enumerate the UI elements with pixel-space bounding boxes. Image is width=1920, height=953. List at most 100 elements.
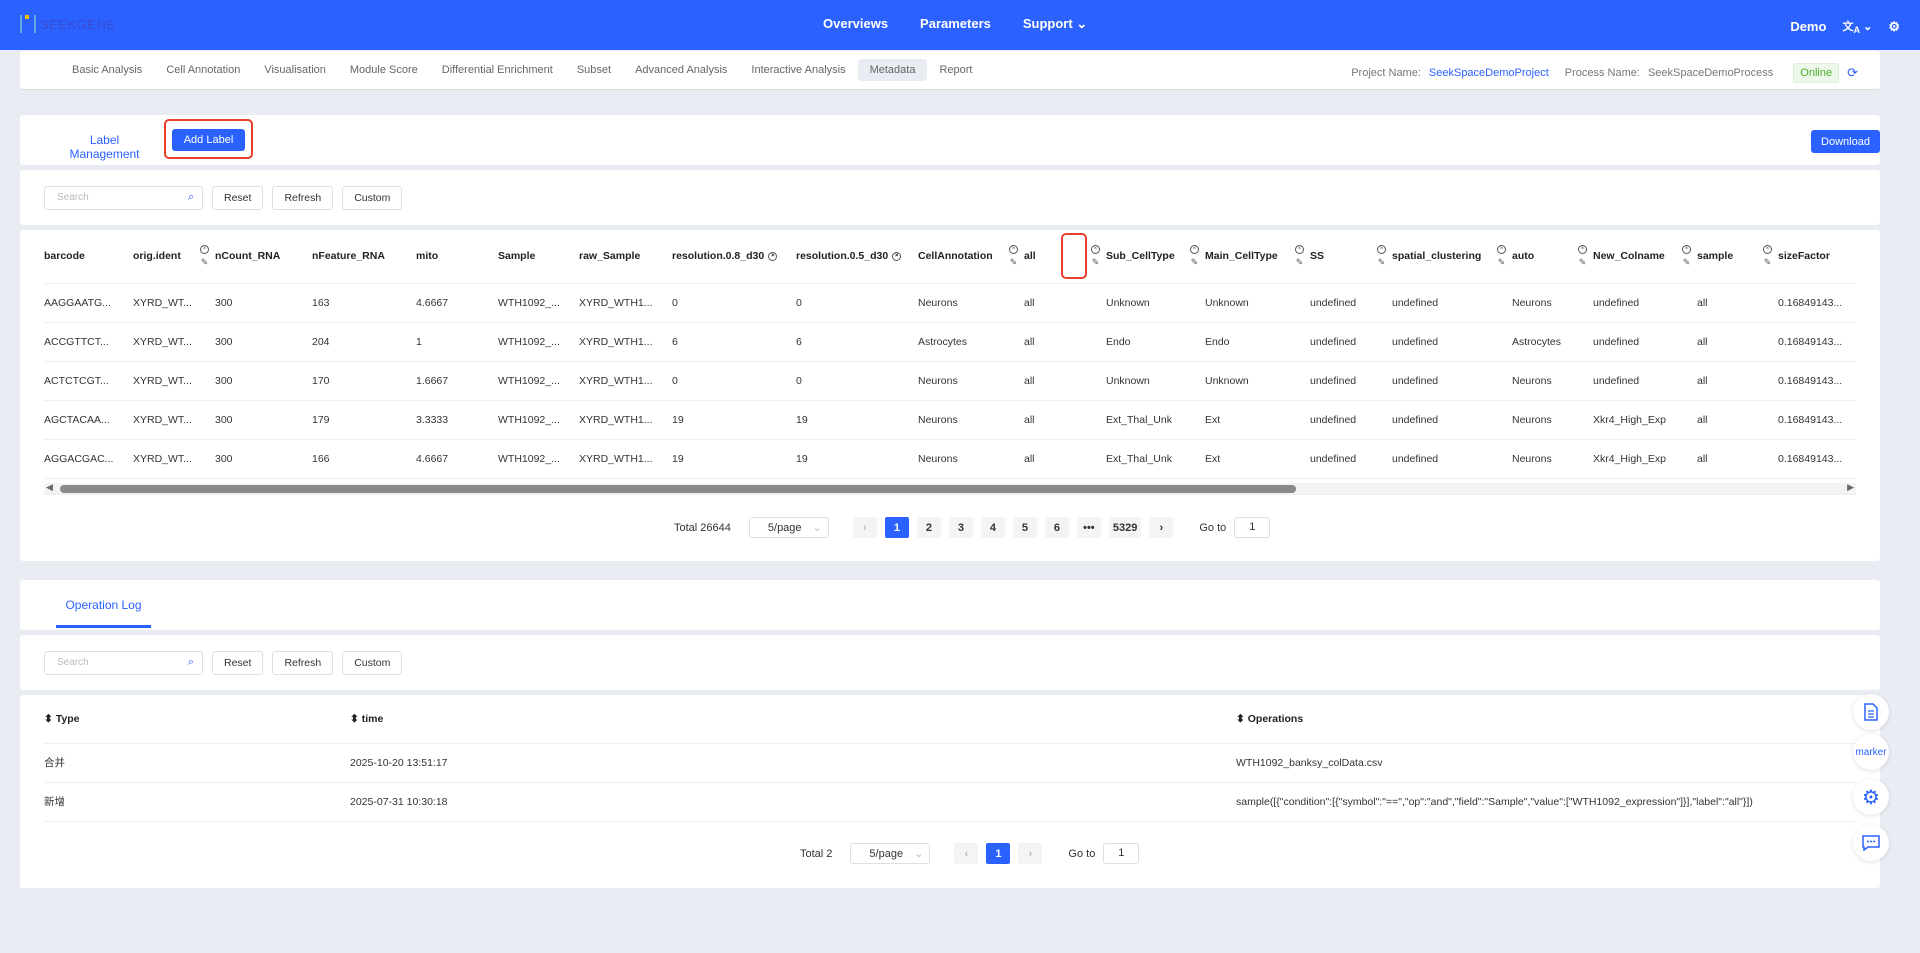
subnav-item-interactive-analysis[interactable]: Interactive Analysis <box>751 64 846 76</box>
page-4[interactable]: 4 <box>980 517 1005 538</box>
remove-column-icon[interactable]: × <box>1190 244 1199 254</box>
column-header-operations[interactable]: ⬍ Operations <box>1236 695 1856 744</box>
edit-pen-icon[interactable]: ✎ <box>1763 256 1772 267</box>
nav-overviews[interactable]: Overviews <box>823 16 889 31</box>
scroll-left-icon[interactable]: ◀ <box>46 482 53 492</box>
column-header-barcode[interactable]: barcode <box>44 230 133 284</box>
remove-column-icon[interactable]: × <box>1377 244 1386 254</box>
column-header-resolution-0-5-d30[interactable]: resolution.0.5_d30 × <box>796 230 918 284</box>
subnav-item-cell-annotation[interactable]: Cell Annotation <box>166 64 241 76</box>
edit-pen-icon[interactable]: ✎ <box>1009 256 1018 267</box>
column-header-all[interactable]: all × ✎ <box>1024 230 1106 284</box>
column-header-main-celltype[interactable]: Main_CellType × ✎ <box>1205 230 1310 284</box>
column-header-sample[interactable]: sample × ✎ <box>1697 230 1778 284</box>
column-header-sample[interactable]: Sample <box>498 230 579 284</box>
custom-button[interactable]: Custom <box>342 650 403 675</box>
subnav-item-module-score[interactable]: Module Score <box>349 64 418 76</box>
nav-support[interactable]: Support ⌄ <box>1023 16 1087 32</box>
edit-pen-icon[interactable]: ✎ <box>1190 256 1199 267</box>
logo[interactable]: SEEKGENE <box>20 15 116 33</box>
column-header-time[interactable]: ⬍ time <box>350 695 1236 744</box>
column-header-resolution-0-8-d30[interactable]: resolution.0.8_d30 × <box>672 230 796 284</box>
search-input[interactable]: Search ⌕ <box>44 185 203 210</box>
remove-column-icon[interactable]: × <box>1682 244 1691 254</box>
subnav-item-basic-analysis[interactable]: Basic Analysis <box>72 64 143 76</box>
subnav-item-subset[interactable]: Subset <box>576 64 612 76</box>
page-size-select[interactable]: 5/page ⌄ <box>748 517 829 538</box>
remove-column-icon[interactable]: × <box>768 251 778 261</box>
page-1[interactable]: 1 <box>884 517 909 538</box>
column-header-orig-ident[interactable]: orig.ident × ✎ <box>133 230 215 284</box>
column-header-nfeature-rna[interactable]: nFeature_RNA <box>312 230 416 284</box>
chat-icon[interactable] <box>1853 825 1889 861</box>
prev-page-button[interactable]: ‹ <box>954 843 979 864</box>
remove-column-icon[interactable]: × <box>200 244 209 254</box>
column-header-mito[interactable]: mito <box>416 230 498 284</box>
column-header-spatial-clustering[interactable]: spatial_clustering × ✎ <box>1392 230 1512 284</box>
edit-pen-icon[interactable]: ✎ <box>1497 256 1506 267</box>
reset-button[interactable]: Reset <box>212 650 264 675</box>
subnav-item-visualisation[interactable]: Visualisation <box>264 64 326 76</box>
subnav-item-report[interactable]: Report <box>939 64 973 76</box>
edit-pen-icon[interactable]: ✎ <box>1091 256 1100 267</box>
project-name-link[interactable]: SeekSpaceDemoProject <box>1428 67 1549 79</box>
search-input[interactable]: Search ⌕ <box>44 650 203 675</box>
document-icon[interactable] <box>1853 694 1889 730</box>
next-page-button[interactable]: › <box>1018 843 1043 864</box>
column-header-new-colname[interactable]: New_Colname × ✎ <box>1593 230 1697 284</box>
page-size-select[interactable]: 5/page ⌄ <box>850 843 931 864</box>
next-page-button[interactable]: › <box>1149 517 1174 538</box>
marker-button[interactable]: marker <box>1853 734 1889 770</box>
column-header-type[interactable]: ⬍ Type <box>44 695 350 744</box>
nav-parameters[interactable]: Parameters <box>920 16 991 31</box>
refresh-icon[interactable]: ⟳ <box>1847 65 1858 80</box>
column-header-raw-sample[interactable]: raw_Sample <box>579 230 672 284</box>
download-button[interactable]: Download <box>1811 130 1880 153</box>
edit-pen-icon[interactable]: ✎ <box>200 256 209 267</box>
page-2[interactable]: 2 <box>916 517 941 538</box>
reset-button[interactable]: Reset <box>212 185 264 210</box>
gear-icon[interactable]: ⚙ <box>1888 18 1900 34</box>
edit-pen-icon[interactable]: ✎ <box>1682 256 1691 267</box>
column-header-cellannotation[interactable]: CellAnnotation × ✎ <box>918 230 1024 284</box>
user-name[interactable]: Demo <box>1790 19 1827 35</box>
add-label-button[interactable]: Add Label <box>172 129 245 151</box>
remove-column-icon[interactable]: × <box>1091 244 1100 254</box>
refresh-button[interactable]: Refresh <box>272 650 334 675</box>
page-ellipsis[interactable]: ••• <box>1076 517 1101 538</box>
edit-pen-icon[interactable]: ✎ <box>1578 256 1587 267</box>
page-3[interactable]: 3 <box>948 517 973 538</box>
column-header-auto[interactable]: auto × ✎ <box>1512 230 1593 284</box>
page-6[interactable]: 6 <box>1044 517 1069 538</box>
tab-operation-log[interactable]: Operation Log <box>56 598 151 628</box>
subnav-item-differential-enrichment[interactable]: Differential Enrichment <box>441 64 553 76</box>
goto-input[interactable]: 1 <box>1103 843 1140 864</box>
custom-button[interactable]: Custom <box>342 185 403 210</box>
column-header-ncount-rna[interactable]: nCount_RNA <box>215 230 312 284</box>
column-header-sizefactor[interactable]: sizeFactor×✎ <box>1778 230 1856 284</box>
remove-column-icon[interactable]: × <box>1009 244 1018 254</box>
translate-icon[interactable]: 文A ⌄ <box>1842 21 1873 36</box>
prev-page-button[interactable]: ‹ <box>852 517 877 538</box>
column-header-ss[interactable]: SS × ✎ <box>1310 230 1392 284</box>
horizontal-scrollbar[interactable]: ◀ ▶ <box>44 482 1856 495</box>
remove-column-icon[interactable]: × <box>892 251 902 261</box>
remove-column-icon[interactable]: × <box>1578 244 1587 254</box>
page-5[interactable]: 5 <box>1012 517 1037 538</box>
edit-pen-icon[interactable]: ✎ <box>1377 256 1386 267</box>
remove-column-icon[interactable]: × <box>1295 244 1304 254</box>
refresh-button[interactable]: Refresh <box>272 185 334 210</box>
scroll-right-icon[interactable]: ▶ <box>1847 482 1854 492</box>
goto-input[interactable]: 1 <box>1234 517 1271 538</box>
scrollbar-thumb[interactable] <box>60 485 1296 493</box>
gear-icon[interactable]: ⚙ <box>1853 779 1889 815</box>
column-header-sub-celltype[interactable]: Sub_CellType × ✎ <box>1106 230 1205 284</box>
subnav-item-metadata[interactable]: Metadata <box>857 59 928 81</box>
page-1[interactable]: 1 <box>986 843 1011 864</box>
cell-resolution-0-8-d30: 0 <box>672 283 796 323</box>
remove-column-icon[interactable]: × <box>1763 244 1772 254</box>
edit-pen-icon[interactable]: ✎ <box>1295 256 1304 267</box>
page-5329[interactable]: 5329 <box>1108 517 1142 538</box>
remove-column-icon[interactable]: × <box>1497 244 1506 254</box>
subnav-item-advanced-analysis[interactable]: Advanced Analysis <box>635 64 728 76</box>
